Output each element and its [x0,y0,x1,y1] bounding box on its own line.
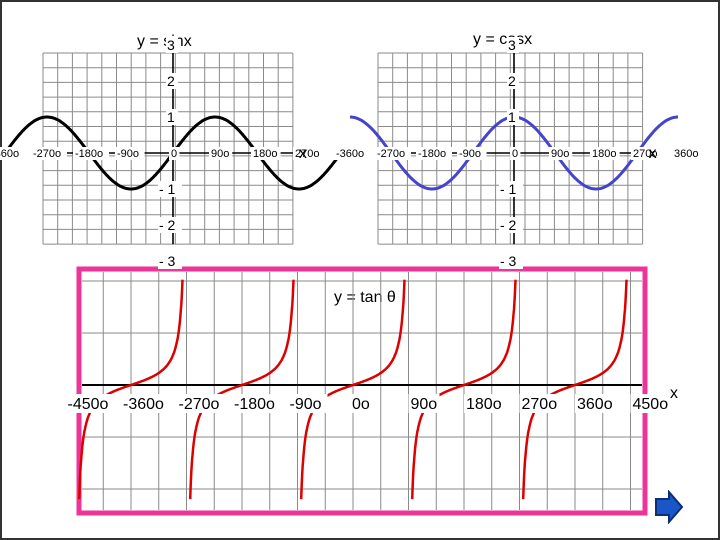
next-slide-button[interactable] [654,490,684,524]
sin-x-tick-label: -270o [33,148,61,160]
tan-graph-title: y = tan θ [334,289,396,306]
cos-x-tick-bg [549,147,573,160]
cos-x-tick-bg [375,147,411,160]
cos-y-tick-label: - 1 [500,181,517,197]
sin-x-tick-label: -180o [75,148,103,160]
sin-y-tick-label: 2 [167,73,175,89]
tan-x-tick-bg [287,394,328,413]
sin-y-tick-bg [166,73,178,89]
cos-x-tick-label: 360o [674,148,698,160]
tan-graph: -450o -360o -270o -180o -90o 0o 90o 180o 270o 360… [65,272,678,510]
cos-graph: -360o -270o -180o -90o 0 90o 180o 270o 360o x 3 2 1 -… [334,37,702,269]
sin-y-tick-bg [158,181,182,197]
sin-x-axis-name: x [299,145,307,162]
tan-x-tick-label: -180o [234,396,275,413]
tan-graph-frame [76,266,648,516]
cos-x-tick-bg [510,147,521,160]
sin-x-tick-bg [73,147,109,160]
cos-y-tick-bg [507,37,519,53]
cos-x-tick-label: -360o [336,148,364,160]
sin-y-tick-bg [158,217,182,233]
tan-x-tick-label: -90o [290,396,322,413]
tan-x-tick-bg [630,394,671,413]
sin-y-tick-label: - 3 [159,253,176,269]
tan-x-tick-bg [232,394,281,413]
sin-x-tick-label: 270o [295,148,319,160]
cos-y-tick-label: 3 [508,37,516,53]
cos-x-axis-name: x [649,145,657,162]
sin-x-tick-bg [169,147,180,160]
cos-x-tick-bg [457,147,487,160]
tan-title-box [330,282,416,308]
cos-y-tick-bg [499,217,523,233]
cos-x-tick-bg [590,147,620,160]
cos-y-tick-label: - 2 [500,217,517,233]
cos-x-tick-bg [334,147,370,160]
tan-x-tick-label: 270o [522,396,558,413]
sin-x-tick-bg [293,147,323,160]
cos-graph-title: y = cosx [473,31,532,48]
sin-y-tick-label: 1 [167,109,175,125]
cos-y-tick-bg [507,73,519,89]
sin-x-tick-bg [251,147,281,160]
sin-y-tick-label: - 1 [159,181,176,197]
cos-x-tick-label: 180o [592,148,616,160]
cos-y-tick-label: 1 [508,109,516,125]
sin-graph-title: y = sinx [137,33,192,50]
tan-x-tick-label: -450o [68,396,109,413]
sin-x-tick-label: -90o [117,148,139,160]
cos-x-tick-label: 90o [551,148,569,160]
cos-x-tick-bg [416,147,452,160]
cos-x-tick-label: -270o [377,148,405,160]
tan-x-tick-label: 450o [633,396,669,413]
sin-y-tick-label: - 2 [159,217,176,233]
sin-x-tick-label: 180o [253,148,277,160]
cos-y-tick-label: 2 [508,73,516,89]
tan-x-tick-label: -270o [179,396,220,413]
tan-x-tick-bg [464,394,504,413]
arrow-right-icon [655,490,684,524]
tan-x-tick-label: 90o [411,396,438,413]
sin-x-tick-label: 90o [211,148,229,160]
cos-x-tick-label: -180o [418,148,446,160]
cos-y-tick-bg [499,181,523,197]
tan-x-tick-label: 0o [352,396,370,413]
cos-x-tick-bg [672,147,702,160]
cos-x-tick-label: -90o [459,148,481,160]
cos-y-tick-bg [507,109,519,125]
sin-y-tick-bg [166,109,178,125]
tan-x-tick-bg [408,394,440,413]
tan-x-tick-label: 360o [577,396,613,413]
cos-x-tick-label: 0 [512,148,518,160]
sin-x-tick-bg [0,147,25,160]
sin-x-tick-bg [115,147,145,160]
sin-y-tick-label: 3 [167,37,175,53]
tan-x-tick-label: 180o [466,396,502,413]
sin-y-tick-bg [166,37,178,53]
cos-y-tick-bg [499,253,523,269]
sin-x-tick-bg [31,147,67,160]
tan-x-tick-label: -360o [123,396,164,413]
cos-x-tick-label: 270o [633,148,657,160]
cos-x-tick-bg [631,147,661,160]
sin-x-tick-bg [209,147,233,160]
tan-x-axis-name: x [670,385,678,402]
cos-y-tick-label: - 3 [500,253,517,269]
sin-x-tick-label: -360o [0,148,19,160]
tan-x-tick-bg [121,394,170,413]
tan-x-tick-bg [176,394,226,413]
sin-graph: -360o-270o-180o-90o090o180o270o360ox321-… [0,37,365,269]
tan-x-tick-bg [350,394,372,413]
sin-y-tick-bg [158,253,182,269]
tan-x-tick-bg [65,394,115,413]
sin-x-tick-label: 0 [171,148,177,160]
tan-x-tick-bg [575,394,615,413]
tan-x-tick-bg [519,394,560,413]
